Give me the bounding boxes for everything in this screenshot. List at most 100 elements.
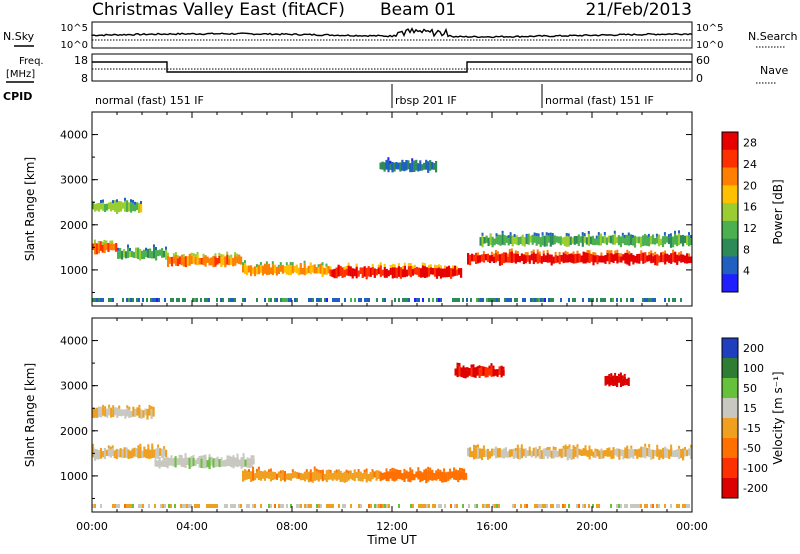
velocity-cell xyxy=(594,451,597,458)
power-cell xyxy=(234,298,236,302)
power-cell xyxy=(630,298,632,302)
power-cell xyxy=(498,254,502,266)
velocity-cell xyxy=(614,372,617,376)
velocity-cell xyxy=(482,504,484,508)
velocity-cell xyxy=(572,445,575,449)
power-cell xyxy=(111,240,114,244)
velocity-cell xyxy=(482,366,485,376)
velocity-cell xyxy=(453,467,456,471)
velocity-cell xyxy=(351,473,354,481)
power-cell xyxy=(533,235,536,243)
power-cell xyxy=(172,298,174,302)
power-cell xyxy=(573,236,576,245)
velocity-cell xyxy=(462,504,464,508)
power-cell xyxy=(600,252,603,256)
power-cell xyxy=(520,253,523,261)
velocity-cell xyxy=(333,470,336,480)
velocity-cell xyxy=(524,448,527,458)
power-cell xyxy=(167,255,170,267)
power-cell xyxy=(132,298,134,302)
velocity-cell xyxy=(672,450,675,457)
velocity-cell xyxy=(431,469,434,481)
power-cell xyxy=(592,252,595,255)
power-cell xyxy=(536,249,539,253)
power-cell xyxy=(137,247,140,260)
power-cell xyxy=(626,298,628,302)
velocity-cell xyxy=(650,449,653,460)
power-cell xyxy=(182,254,185,258)
velocity-cell xyxy=(244,469,247,481)
velocity-cell xyxy=(538,446,541,450)
power-cell xyxy=(114,200,117,212)
velocity-cell xyxy=(564,504,566,508)
velocity-cell xyxy=(437,468,440,472)
velocity-cell xyxy=(532,447,535,457)
power-cell xyxy=(549,232,552,236)
power-cell xyxy=(594,255,597,263)
power-cell xyxy=(532,298,534,302)
power-cell xyxy=(126,200,129,212)
power-cell xyxy=(110,298,112,302)
velocity-cell xyxy=(170,455,173,459)
power-cell xyxy=(130,298,132,302)
velocity-cell xyxy=(329,472,332,480)
power-cell xyxy=(454,265,457,276)
power-cell xyxy=(682,254,685,263)
velocity-cell xyxy=(459,467,461,471)
power-cell xyxy=(587,234,590,246)
velocity-cell xyxy=(652,449,655,459)
power-cell xyxy=(660,252,663,263)
power-cell xyxy=(97,243,100,254)
power-cell xyxy=(381,269,384,276)
velocity-cell xyxy=(240,504,242,508)
velocity-cell xyxy=(496,369,499,377)
velocity-cell xyxy=(149,449,152,459)
colorbar-tick-label: 12 xyxy=(743,222,757,235)
power-cell xyxy=(172,256,176,264)
power-cell xyxy=(325,266,328,275)
power-cell xyxy=(321,265,324,277)
cpid-segment-label: normal (fast) 151 IF xyxy=(545,94,654,107)
velocity-cell xyxy=(646,504,648,508)
velocity-cell xyxy=(338,504,340,508)
power-cell xyxy=(486,253,490,262)
velocity-cell xyxy=(666,448,669,458)
colorbar-tick-label: 20 xyxy=(743,179,757,192)
velocity-cell xyxy=(363,472,366,479)
velocity-cell xyxy=(285,473,288,480)
power-cell xyxy=(496,254,500,262)
power-cell xyxy=(155,250,158,261)
power-cell xyxy=(504,252,507,263)
power-cell xyxy=(110,201,113,212)
velocity-cell xyxy=(349,470,352,479)
velocity-cell xyxy=(204,457,207,469)
power-cell xyxy=(141,250,144,260)
power-cell xyxy=(134,204,137,212)
power-cell xyxy=(387,270,390,277)
power-cell xyxy=(220,257,223,268)
velocity-cell xyxy=(471,451,474,458)
velocity-cell xyxy=(496,448,500,458)
velocity-cell xyxy=(453,470,456,480)
velocity-cell xyxy=(450,504,452,508)
velocity-cell xyxy=(337,469,340,480)
velocity-cell xyxy=(118,405,121,409)
velocity-cell xyxy=(418,504,420,508)
power-cell xyxy=(248,265,251,273)
power-cell xyxy=(111,243,114,251)
power-cell xyxy=(554,254,557,264)
colorbar-tick-label: 50 xyxy=(743,382,757,395)
power-cell xyxy=(184,298,186,302)
power-cell xyxy=(510,248,513,252)
power-cell xyxy=(165,246,167,250)
power-cell xyxy=(131,251,134,258)
power-cell xyxy=(559,236,562,246)
velocity-cell xyxy=(106,408,109,418)
velocity-cell xyxy=(224,459,227,467)
colorbar-tick-label: -50 xyxy=(743,442,761,455)
power-cell xyxy=(102,202,105,211)
velocity-cell xyxy=(494,369,497,376)
velocity-cell xyxy=(670,444,673,448)
power-cell xyxy=(547,235,550,243)
power-cell xyxy=(119,248,122,259)
